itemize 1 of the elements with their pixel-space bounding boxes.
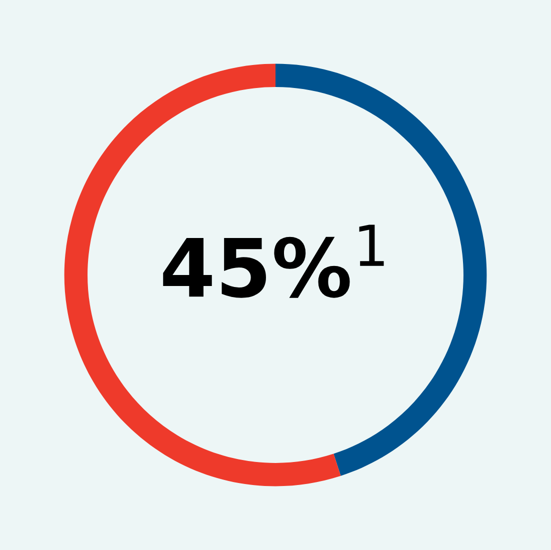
text: 45%$^{1}$: [163, 224, 384, 298]
